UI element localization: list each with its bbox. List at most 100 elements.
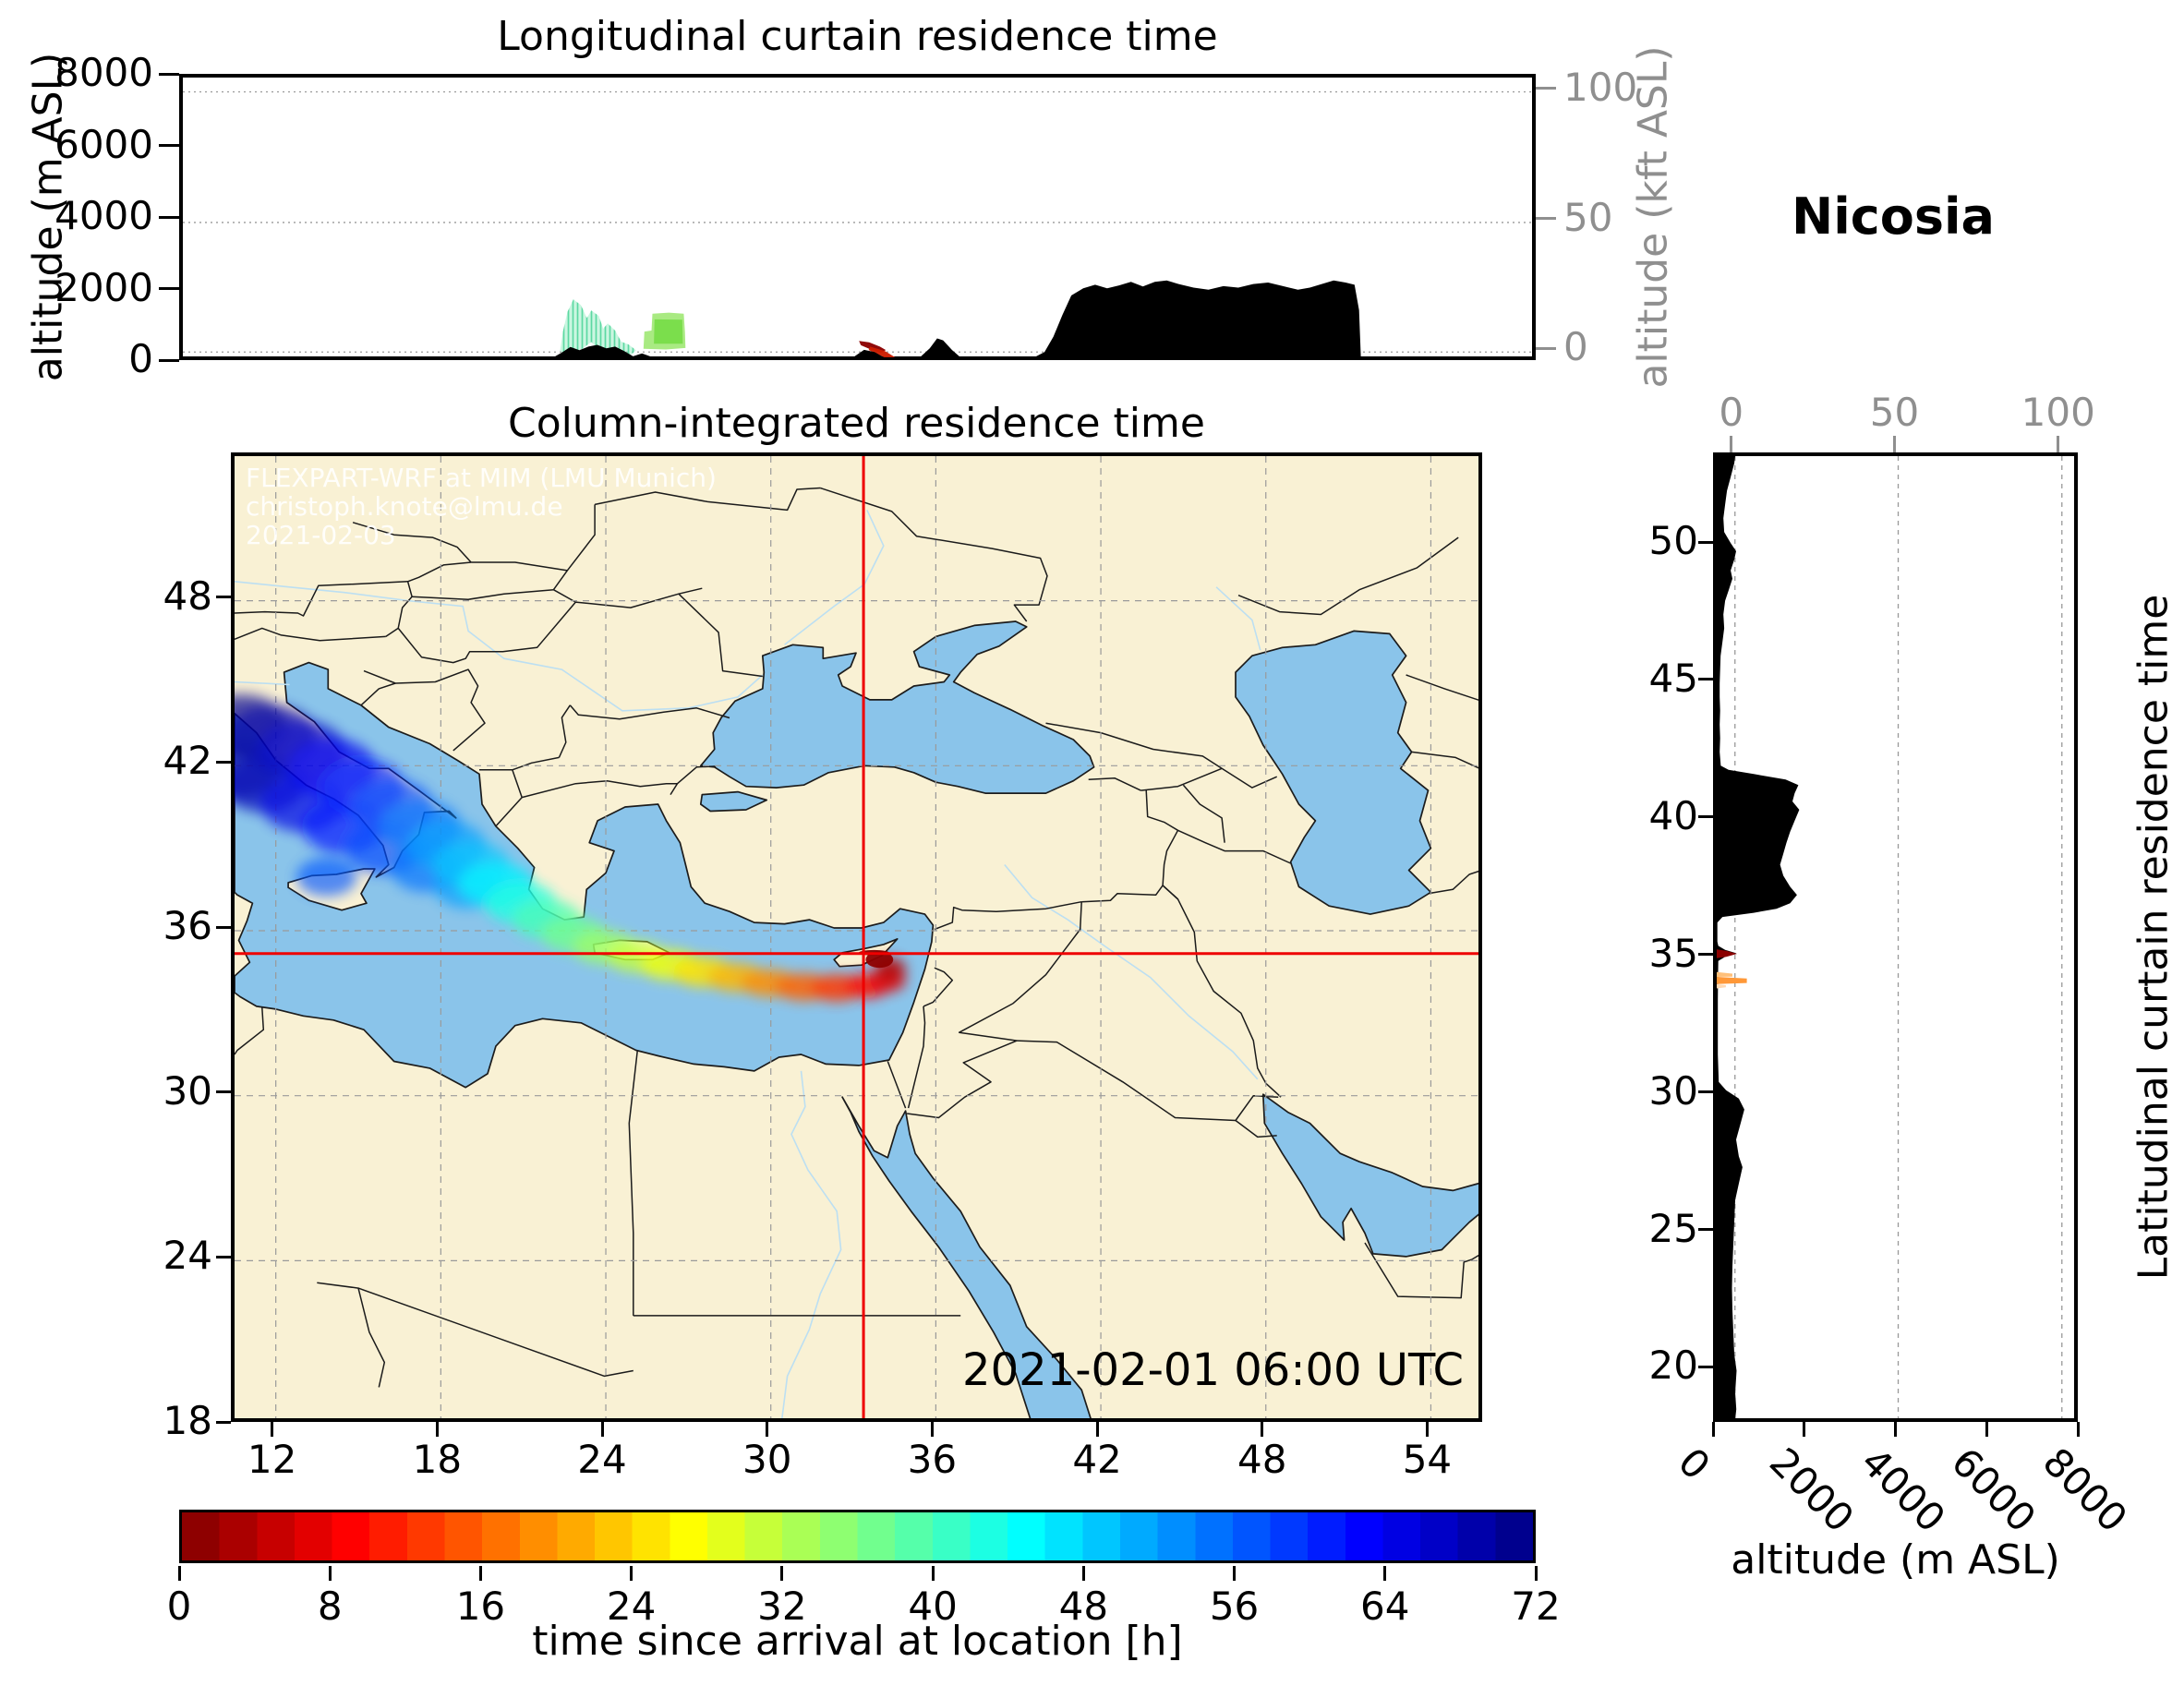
country-border [407,561,472,583]
country-border [360,704,390,729]
map-x-tick-label: 24 [577,1437,627,1482]
longitudinal-curtain-plot [183,90,1533,357]
country-border [471,561,569,591]
plume-patch [1717,983,1726,989]
country-border [569,704,730,720]
tick-mark [159,215,179,219]
country-border [1162,885,1282,1098]
top-panel-title: Longitudinal curtain residence time [497,13,1218,60]
top-y-tick-label: 0 [128,336,153,381]
country-border [1182,784,1225,843]
map-y-tick-label: 36 [163,903,212,948]
colorbar-tick-label: 24 [606,1584,657,1629]
river-nile [781,1070,842,1418]
country-border [678,593,763,678]
tick-mark [1698,815,1713,819]
right-x-tick-label: 4000 [1852,1439,1954,1541]
country-border [923,967,954,1007]
country-border [934,900,1082,931]
latitudinal-curtain-panel [1713,452,2078,1422]
map-x-tick-label: 12 [247,1437,297,1482]
top-y-tick-label: 6000 [54,121,153,167]
tick-mark [931,1566,935,1581]
plume-patch-hatch [560,299,636,355]
right-y-tick-label: 35 [1648,930,1698,976]
country-border [907,1003,1018,1119]
country-border [1017,1040,1237,1122]
tick-mark [1698,1090,1713,1094]
tick-mark [177,1566,181,1581]
right-top-tick-label: 100 [2021,390,2095,435]
colorbar-tick-label: 0 [166,1584,192,1629]
tick-mark [328,1566,332,1581]
tick-mark [216,1255,231,1258]
tick-mark [1698,953,1713,957]
colorbar-tick-label: 8 [317,1584,343,1629]
map-timestamp: 2021-02-01 06:00 UTC [962,1344,1464,1396]
country-border [1012,901,1082,1005]
tick-mark [271,1422,274,1437]
country-border [397,601,576,664]
top-y-tick-label: 8000 [54,50,153,95]
country-border [512,756,560,771]
colorbar [179,1510,1536,1563]
sea-black_sea [699,620,1095,794]
tick-mark [1894,1422,1897,1437]
right-panel-side-label: Latitudinal curtain residence time [2130,594,2178,1281]
attribution-block: FLEXPART-WRF at MIM (LMU Munich) christo… [246,464,717,549]
tick-mark [1536,346,1556,350]
country-border [1237,536,1459,616]
longitudinal-curtain-panel [179,74,1536,360]
tick-mark [1711,1422,1715,1437]
tick-mark [1233,1566,1237,1581]
tick-mark [216,760,231,764]
tick-mark [930,1422,934,1437]
tick-mark [159,72,179,76]
colorbar-tick-label: 32 [757,1584,807,1629]
plume-blob [296,858,357,897]
tick-mark [216,1420,231,1424]
sea-persian_gulf [1261,1093,1478,1258]
tick-mark [1425,1422,1429,1437]
tick-mark [478,1566,482,1581]
tick-mark [1534,1566,1538,1581]
river-volga [1215,586,1261,651]
terrain-profile [1717,456,1800,1418]
plume-core [865,951,894,969]
tick-mark [216,596,231,599]
map-y-tick-label: 30 [163,1067,212,1114]
tick-mark [780,1566,784,1581]
tick-mark [1698,678,1713,681]
plume-patch [868,346,896,357]
colorbar-tick-label: 72 [1511,1584,1561,1629]
plume-patch [654,319,683,344]
colorbar-tick-label: 16 [455,1584,506,1629]
country-border [1428,870,1478,895]
right-y-tick-label: 50 [1648,518,1698,564]
tick-mark [1698,1365,1713,1368]
latitudinal-curtain-plot [1717,456,2063,1418]
top-kft-tick-label: 50 [1563,194,1613,240]
tick-mark [600,1422,604,1437]
map-x-tick-label: 18 [412,1437,463,1482]
country-border [235,581,408,617]
country-border [1088,777,1141,791]
country-border [1140,767,1223,791]
tick-mark [1536,87,1556,90]
tick-mark [766,1422,769,1437]
country-border [887,1061,907,1109]
plume-patch [1717,949,1737,958]
map-x-tick-label: 42 [1072,1437,1122,1482]
tick-mark [1081,1566,1085,1581]
attribution-line-1: FLEXPART-WRF at MIM (LMU Munich) [246,463,717,493]
right-x-tick-label: 0 [1669,1439,1719,1489]
colorbar-tick-label: 40 [908,1584,958,1629]
attribution-line-2: christoph.knote@lmu.de [246,491,563,522]
sea-red_sea [841,1096,1092,1418]
river-danube [235,581,764,712]
plume-patch [1717,977,1747,984]
right-y-tick-label: 30 [1648,1067,1698,1114]
right-top-tick-label: 0 [1719,390,1744,435]
colorbar-tick-label: 64 [1360,1584,1410,1629]
country-border [363,668,486,752]
